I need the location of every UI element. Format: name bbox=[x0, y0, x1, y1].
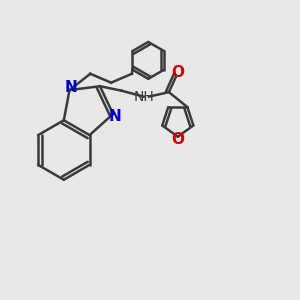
Text: N: N bbox=[108, 109, 121, 124]
Text: NH: NH bbox=[133, 90, 154, 104]
Text: N: N bbox=[64, 80, 77, 95]
Text: O: O bbox=[171, 132, 184, 147]
Text: O: O bbox=[171, 65, 184, 80]
